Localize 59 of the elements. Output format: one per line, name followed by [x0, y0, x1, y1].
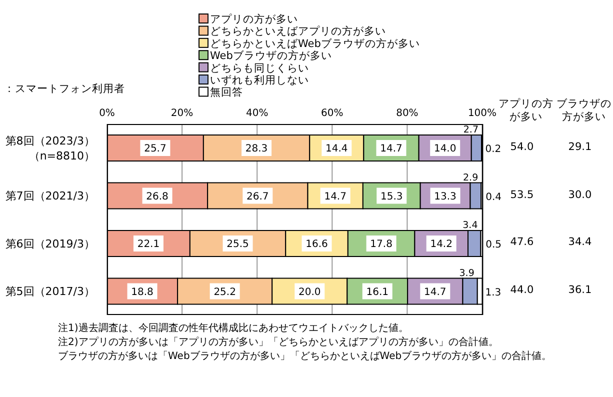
x-tick-label: 20% [170, 108, 194, 119]
x-tick-label: 100% [468, 108, 497, 119]
data-label: 17.8 [370, 239, 392, 250]
data-label: 20.0 [298, 286, 321, 298]
data-label: 14.0 [434, 144, 456, 154]
data-label: 0.2 [485, 144, 502, 155]
data-label: 3.9 [459, 268, 474, 279]
legend-label: いずれも利用しない [210, 74, 309, 86]
text: 注2)アプリの方が多いは「アプリの方が多い」「どちらかといえばアプリの方が多い」の合計値。 [58, 336, 500, 350]
y-tick-label: 第8回（2023/3）（n=8810） [5, 134, 95, 162]
data-label: 18.8 [131, 286, 154, 298]
text: 29.1 [567, 140, 593, 153]
legend-label: 無回答 [210, 86, 243, 99]
data-label: 22.1 [137, 239, 160, 250]
text: 53.5 [510, 188, 534, 201]
x-tick-label: 80% [396, 108, 418, 119]
data-label: 16.1 [366, 286, 388, 298]
data-label: 28.3 [245, 144, 268, 154]
y-tick-label: 第6回（2019/3） [5, 237, 95, 250]
data-label: 13.3 [434, 191, 456, 202]
x-tick-label: 40% [246, 108, 268, 119]
data-label: 25.2 [214, 286, 236, 298]
text: ブラウザの方が多い [556, 98, 612, 124]
data-label: 0.5 [486, 240, 502, 250]
legend-label: アプリの方が多い [210, 12, 298, 26]
text: 54.0 [510, 140, 534, 153]
data-label: 0.4 [486, 192, 502, 203]
data-label: 2.9 [463, 172, 478, 184]
data-label: 2.7 [463, 124, 478, 136]
data-label: 14.7 [424, 286, 446, 298]
data-label: 14.4 [326, 144, 348, 154]
legend-label: どちらかといえばアプリの方が多い [210, 24, 386, 38]
x-tick-label: 60% [321, 108, 344, 119]
text: 34.4 [567, 236, 593, 248]
x-tick-label: 0% [99, 108, 115, 119]
text: 47.6 [510, 236, 534, 248]
text: アプリの方が多い [498, 98, 554, 124]
data-label: 15.3 [380, 191, 403, 202]
data-label: 16.6 [306, 239, 328, 250]
data-label: 3.4 [462, 220, 478, 231]
legend-label: Webブラウザの方が多い [210, 49, 332, 62]
legend-label: どちらも同じくらい [210, 62, 309, 74]
text: 44.0 [510, 284, 534, 296]
data-label: 14.7 [324, 191, 346, 202]
data-label: 25.5 [226, 239, 249, 250]
y-tick-label: 第5回（2017/3） [5, 285, 95, 298]
data-label: 26.7 [246, 191, 269, 202]
data-label: 14.7 [380, 144, 402, 154]
chart-subtitle: ：スマートフォン利用者 [4, 82, 125, 96]
text: 36.1 [567, 284, 593, 296]
text: ブラウザの方が多いは「Webブラウザの方が多い」「どちらかといえばWebブラウザの方が多い」の合計値。 [58, 350, 553, 364]
data-label: 1.3 [485, 287, 502, 298]
y-tick-label: 第7回（2021/3） [5, 190, 95, 203]
data-label: 26.8 [146, 191, 168, 202]
legend-label: どちらかといえばWebブラウザの方が多い [210, 36, 420, 50]
data-label: 25.7 [144, 144, 166, 154]
text: 30.0 [567, 188, 593, 201]
data-label: 14.2 [430, 239, 452, 250]
text: 注1)過去調査は、今回調査の性年代構成比にあわせてウエイトバックした値。 [58, 322, 410, 336]
